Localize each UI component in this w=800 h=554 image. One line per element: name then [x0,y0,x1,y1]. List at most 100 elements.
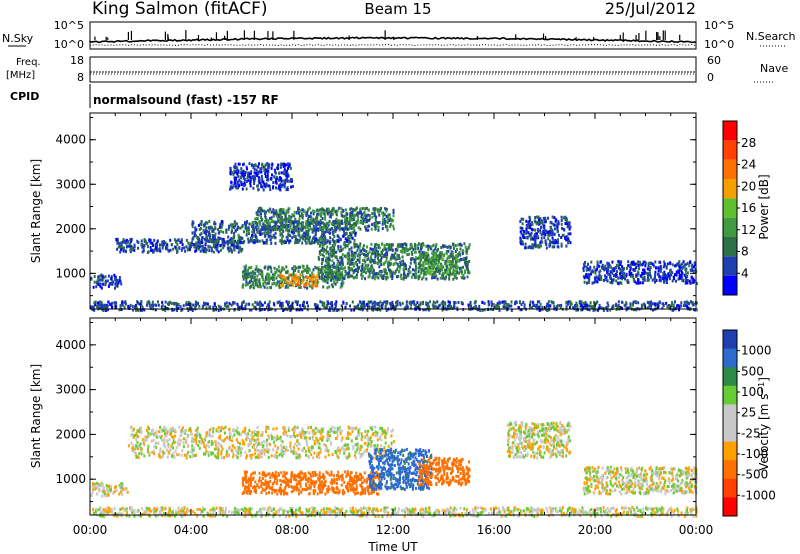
data-cell [602,306,605,310]
data-cell [127,305,130,309]
data-cell [686,262,689,265]
data-cell [223,243,226,247]
data-cell [260,216,263,219]
data-cell [258,181,261,185]
data-cell [622,268,625,272]
data-cell [234,239,236,243]
data-cell [323,224,326,228]
data-cell [193,231,196,235]
data-cell [120,282,123,286]
data-cell [572,306,575,310]
data-cell [270,226,273,230]
data-cell [621,265,624,269]
data-cell [589,304,592,308]
data-cell [333,219,336,223]
data-cell [377,210,380,214]
data-cell [340,213,343,217]
data-cell [316,238,319,242]
data-cell [140,239,143,243]
data-cell [551,301,554,305]
data-cell [346,227,349,231]
data-cell [474,305,477,309]
data-cell [395,304,398,308]
data-cell [221,223,224,227]
data-cell [262,209,265,213]
data-cell [310,218,312,222]
data-cell [553,304,556,308]
data-cell [102,276,105,280]
data-cell [247,272,250,276]
data-cell [280,223,283,227]
data-cell [262,241,265,245]
data-cell [429,300,431,304]
data-cell [210,246,213,250]
data-cell [658,267,661,271]
data-cell [245,231,248,235]
data-cell [282,183,285,187]
data-cell [279,184,282,188]
data-cell [436,306,439,310]
data-cell [611,271,614,275]
data-cell [385,272,388,275]
data-cell [336,222,339,226]
data-cell [295,226,298,229]
data-cell [367,257,370,261]
data-cell [674,300,676,304]
data-cell [300,212,303,216]
data-cell [253,227,256,231]
data-cell [393,262,396,266]
data-cell [240,167,243,171]
data-cell [321,207,323,211]
colorbar-swatch [723,198,737,218]
data-cell [372,269,375,272]
data-cell [556,222,559,226]
data-cell [232,184,235,188]
data-cell [238,238,241,242]
data-cell [595,268,598,272]
data-cell [219,229,222,233]
data-cell [156,243,158,247]
data-cell [264,234,267,238]
data-cell [240,169,243,173]
data-cell [607,267,610,270]
data-cell [290,215,293,219]
data-cell [596,266,599,270]
data-cell [413,250,416,254]
data-cell [558,233,560,237]
data-cell [369,247,372,251]
data-cell [274,241,277,245]
data-cell [446,260,449,263]
data-cell [264,211,267,215]
data-cell [275,214,278,218]
data-cell [323,249,325,253]
data-cell [149,241,152,245]
data-cell [367,300,370,304]
data-cell [411,301,414,305]
data-cell [253,241,256,245]
data-cell [609,270,612,274]
data-cell [114,277,117,281]
data-cell [350,308,353,312]
data-cell [97,283,100,287]
data-cell [397,254,400,257]
data-cell [295,211,298,215]
data-cell [380,275,383,279]
data-cell [605,306,608,310]
data-cell [308,239,311,243]
data-cell [255,281,258,285]
data-cell [663,278,665,282]
data-cell [414,264,417,268]
data-cell [255,237,258,241]
data-cell [351,300,354,304]
data-cell [215,308,218,312]
data-cell [686,271,689,275]
data-cell [364,225,367,229]
data-cell [328,271,331,275]
data-cell [349,236,352,240]
data-cell [287,232,290,236]
data-cell [560,244,563,248]
data-cell [286,174,289,178]
data-cell [499,301,502,305]
data-cell [300,214,303,218]
data-cell [407,248,410,252]
